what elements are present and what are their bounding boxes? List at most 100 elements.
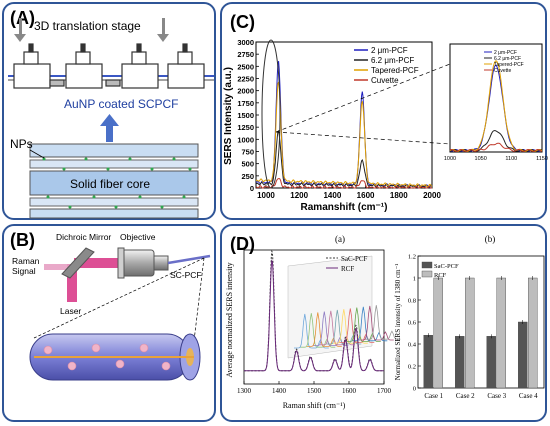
stage-mounts <box>13 43 205 89</box>
sers-ytick-label: 250 <box>241 172 254 181</box>
raman-beam <box>44 264 74 270</box>
bar-category-label: Case 3 <box>487 392 506 400</box>
core-label: Solid fiber core <box>70 177 150 191</box>
laser-beam-vertical <box>67 264 77 302</box>
sers-chart-xlabel: Ramanshift (cm⁻¹) <box>301 202 388 213</box>
legend-rcf: RCF <box>341 265 354 273</box>
objective-lens <box>117 247 169 279</box>
bar-sac-pcf <box>518 321 528 389</box>
panel-b-label: (B) <box>10 230 35 250</box>
sers-inset-xtick: 1050 <box>475 156 487 162</box>
sers-xtick-label: 1600 <box>357 191 375 200</box>
sers-series-line <box>255 177 432 189</box>
bar-legend-entry: RCF <box>434 272 447 279</box>
panel-d: (D) (a) (b) 1300 1400 1500 1600 1700 SaC-PCF… <box>220 224 547 422</box>
sers-ytick-label: 2750 <box>237 50 254 59</box>
sers-inset-legend-entry: 2 μm-PCF <box>494 50 517 56</box>
sers-xtick-label: 1200 <box>290 191 308 200</box>
avg-sers-xtick-label: 1300 <box>237 387 252 395</box>
bar-chart-ylabel: Normalized SERS intensity of 1380 cm⁻¹ <box>394 264 402 381</box>
sers-legend-entry: Tapered-PCF <box>371 66 419 75</box>
bar-legend-entry: SaC-PCF <box>434 263 459 270</box>
nps-label: NPs <box>10 137 33 151</box>
sub-a-label: (a) <box>335 234 345 244</box>
raman-label-2: Signal <box>12 266 36 276</box>
bar-category-label: Case 2 <box>456 392 475 400</box>
bar-chart-ticks: 0 0.2 0.4 0.6 0.8 1 1.2 <box>408 254 421 393</box>
sers-ytick-label: 2500 <box>237 62 254 71</box>
panel-c: (C) 1000 1200 1400 1600 1800 2000 0 250 500 750 10… <box>220 2 548 220</box>
bar-rcf <box>433 277 443 389</box>
avg-sers-xtick-label: 1600 <box>342 387 357 395</box>
bar-ytick-label: 0.2 <box>408 364 416 371</box>
bar-legend-swatch <box>421 270 433 278</box>
avg-sers-xtick-label: 1400 <box>272 387 287 395</box>
sers-inset-xtick: 1100 <box>505 156 517 162</box>
objective-label: Objective <box>120 232 156 242</box>
sers-ytick-label: 3000 <box>237 38 254 47</box>
sers-xtick-label: 1800 <box>390 191 408 200</box>
panel-b: (B) Dichroic Mirror Objective SC-PCF Ram… <box>2 224 216 422</box>
sers-inset-lines <box>449 60 543 152</box>
stage-label: 3D translation stage <box>34 19 141 33</box>
sers-ytick-label: 500 <box>241 160 254 169</box>
panel-d-label: (D) <box>230 234 255 254</box>
avg-sers-lines <box>244 249 384 372</box>
avg-sers-3d-stack <box>287 255 401 359</box>
sers-inset <box>449 43 543 153</box>
bar-ytick-label: 0 <box>413 386 416 393</box>
avg-sers-chart: 1300 1400 1500 1600 1700 SaC-PCF RCF <box>237 249 401 395</box>
avg-sers-xtick-label: 1500 <box>307 387 322 395</box>
stage-arrows <box>14 18 169 42</box>
sers-inset-line <box>449 60 543 152</box>
sub-b-label: (b) <box>485 234 496 244</box>
bar-rcf <box>528 277 538 389</box>
sers-legend-entry: 2 μm-PCF <box>371 46 408 55</box>
bar-rcf <box>496 277 506 389</box>
pcf-label: SC-PCF <box>170 270 202 280</box>
sers-ytick-label: 2250 <box>237 75 254 84</box>
sers-ytick-label: 750 <box>241 148 254 157</box>
sers-inset-legend-entry: Tapered-PCF <box>494 62 524 68</box>
sers-xtick-label: 1400 <box>323 191 341 200</box>
avg-sers-ylabel: Average normalized SERS intensity <box>225 262 234 377</box>
sers-legend-entry: 6.2 μm-PCF <box>371 56 414 65</box>
sers-inset-legend-entry: Cuvette <box>494 68 511 74</box>
bar-ytick-label: 1 <box>413 276 416 283</box>
bar-sac-pcf <box>486 336 496 389</box>
bar-chart-legend: SaC-PCF RCF <box>421 261 459 279</box>
avg-sers-line <box>244 259 384 372</box>
bar-category-label: Case 4 <box>519 392 538 400</box>
bar-sac-pcf <box>455 336 465 389</box>
sers-series-line <box>255 81 433 188</box>
avg-sers-xtick-label: 1700 <box>377 387 392 395</box>
sers-ytick-label: 1000 <box>237 135 254 144</box>
bar-legend-swatch <box>421 261 433 269</box>
sers-series-line <box>256 61 433 188</box>
sers-ytick-label: 1500 <box>237 111 254 120</box>
bar-ytick-label: 0.6 <box>408 320 417 327</box>
up-arrow <box>106 126 113 142</box>
avg-sers-3d-trace <box>365 305 401 340</box>
sers-inset-xtick: 1000 <box>444 156 456 162</box>
panel-a-label: (A) <box>10 8 35 28</box>
avg-sers-ticks: 1300 1400 1500 1600 1700 <box>237 381 392 395</box>
sers-inset-line <box>449 142 543 152</box>
bar-ytick-label: 0.8 <box>408 298 416 305</box>
sers-ytick-label: 0 <box>250 184 254 193</box>
sers-legend-entry: Cuvette <box>371 76 399 85</box>
laser-label: Laser <box>60 306 81 316</box>
peak-highlight <box>261 39 281 189</box>
avg-sers-3d-trace <box>359 305 394 341</box>
sers-ytick-label: 1250 <box>237 123 254 132</box>
raman-label-1: Raman <box>12 256 40 266</box>
bar-category-label: Case 1 <box>424 392 443 400</box>
panel-a: (A) 3D translation stage <box>2 2 216 220</box>
bar-ytick-label: 1.2 <box>408 254 416 261</box>
avg-sers-xlabel: Raman shift (cm⁻¹) <box>283 401 346 410</box>
dichroic-mirror <box>61 247 95 279</box>
sers-inset-ticks: 1000 1050 1100 1150 <box>444 156 548 162</box>
sers-ytick-label: 2000 <box>237 87 254 96</box>
